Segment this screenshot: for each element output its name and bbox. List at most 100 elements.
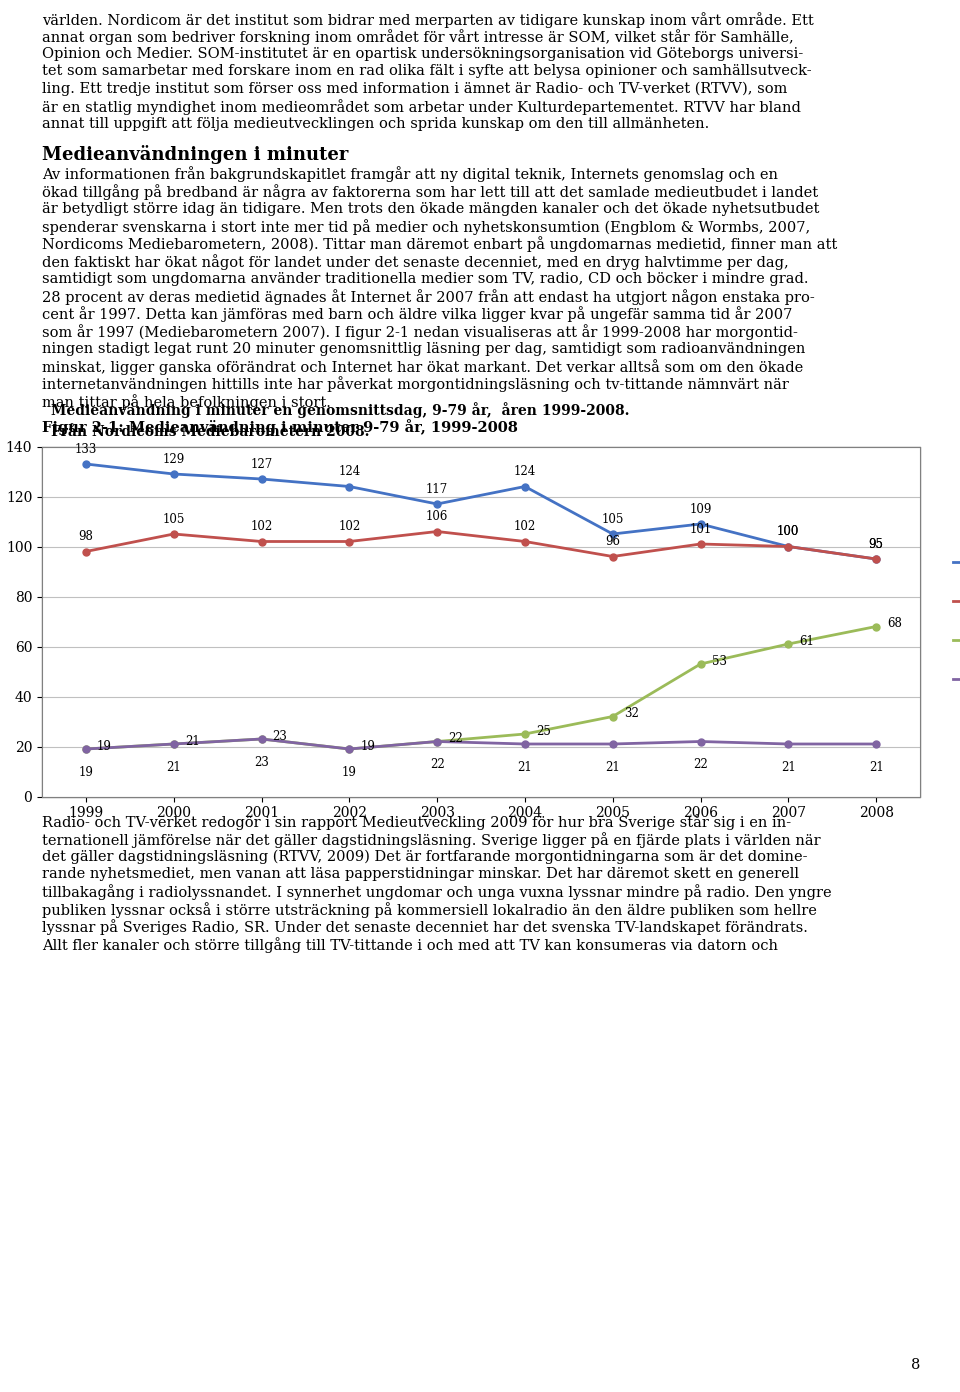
Text: är betydligt större idag än tidigare. Men trots den ökade mängden kanaler och de: är betydligt större idag än tidigare. Me… — [42, 202, 820, 216]
Text: 8: 8 — [911, 1359, 920, 1373]
Text: 102: 102 — [338, 521, 360, 533]
Text: 129: 129 — [162, 452, 185, 466]
Text: det gäller dagstidningsläsning (RTVV, 2009) Det är fortfarande morgontidningarna: det gäller dagstidningsläsning (RTVV, 20… — [42, 849, 807, 864]
Television1 — [695, 536, 707, 553]
Text: 95: 95 — [869, 537, 883, 551]
Text: den faktiskt har ökat något för landet under det senaste decenniet, med en dryg : den faktiskt har ökat något för landet u… — [42, 253, 789, 270]
Internet — [431, 734, 443, 750]
Text: 124: 124 — [338, 465, 360, 479]
Text: Medieanvändningen i minuter: Medieanvändningen i minuter — [42, 145, 348, 163]
Text: ningen stadigt legat runt 20 minuter genomsnittlig läsning per dag, samtidigt so: ningen stadigt legat runt 20 minuter gen… — [42, 341, 805, 355]
Text: 22: 22 — [693, 759, 708, 771]
Text: 19: 19 — [360, 739, 375, 753]
Internet — [782, 636, 794, 653]
Text: 101: 101 — [689, 522, 711, 536]
Line: Morgontidning: Morgontidning — [83, 735, 879, 753]
Text: 23: 23 — [254, 756, 269, 768]
Text: tet som samarbetar med forskare inom en rad olika fält i syfte att belysa opinio: tet som samarbetar med forskare inom en … — [42, 64, 811, 78]
Text: 21: 21 — [166, 760, 181, 774]
Morgontidning — [80, 741, 91, 757]
Text: spenderar svenskarna i stort inte mer tid på medier och nyhetskonsumtion (Engblo: spenderar svenskarna i stort inte mer ti… — [42, 219, 810, 235]
Radio1,2 — [168, 466, 180, 483]
Text: 95: 95 — [869, 537, 883, 551]
Television1 — [80, 543, 91, 560]
Text: 22: 22 — [430, 759, 444, 771]
Text: 102: 102 — [514, 521, 536, 533]
Text: 22: 22 — [448, 732, 463, 745]
Internet — [80, 741, 91, 757]
Text: 28 procent av deras medietid ägnades åt Internet år 2007 från att endast ha utgj: 28 procent av deras medietid ägnades åt … — [42, 290, 815, 305]
Text: minskat, ligger ganska oförändrat och Internet har ökat markant. Det verkar allt: minskat, ligger ganska oförändrat och In… — [42, 359, 804, 374]
Text: lyssnar på Sveriges Radio, SR. Under det senaste decenniet har det svenska TV-la: lyssnar på Sveriges Radio, SR. Under det… — [42, 920, 808, 935]
Text: som år 1997 (Mediebarometern 2007). I figur 2-1 nedan visualiseras att år 1999-2: som år 1997 (Mediebarometern 2007). I fi… — [42, 324, 798, 340]
Radio1,2 — [871, 551, 882, 568]
Text: 106: 106 — [426, 509, 448, 523]
Morgontidning — [695, 734, 707, 750]
Internet — [344, 741, 355, 757]
Text: 102: 102 — [251, 521, 273, 533]
Text: 32: 32 — [624, 707, 638, 720]
Text: 21: 21 — [185, 735, 200, 748]
Text: internetanvändningen hittills inte har påverkat morgontidningsläsning och tv-tit: internetanvändningen hittills inte har p… — [42, 376, 789, 393]
Line: Internet: Internet — [83, 624, 879, 753]
Text: 19: 19 — [97, 739, 112, 753]
Text: Från Nordicoms Mediebarometern 2008.: Från Nordicoms Mediebarometern 2008. — [51, 426, 370, 440]
Television1 — [168, 526, 180, 543]
Text: 98: 98 — [79, 530, 93, 543]
Text: Opinion och Medier. SOM-institutet är en opartisk undersökningsorganisation vid : Opinion och Medier. SOM-institutet är en… — [42, 47, 804, 61]
Morgontidning — [519, 735, 531, 752]
Legend: Radio1,2, Television1, Internet, Morgontidning: Radio1,2, Television1, Internet, Morgont… — [948, 550, 960, 693]
Text: världen. Nordicom är det institut som bidrar med merparten av tidigare kunskap i: världen. Nordicom är det institut som bi… — [42, 13, 814, 28]
Radio1,2 — [782, 539, 794, 555]
Text: 117: 117 — [426, 483, 448, 496]
Television1 — [782, 539, 794, 555]
Text: Nordicoms Mediebarometern, 2008). Tittar man däremot enbart på ungdomarnas medie: Nordicoms Mediebarometern, 2008). Tittar… — [42, 237, 837, 252]
Text: annat till uppgift att följa medieutvecklingen och sprida kunskap om den till al: annat till uppgift att följa medieutveck… — [42, 117, 709, 131]
Text: 96: 96 — [605, 535, 620, 548]
Text: publiken lyssnar också i större utsträckning på kommersiell lokalradio än den äl: publiken lyssnar också i större utsträck… — [42, 902, 817, 917]
Text: 105: 105 — [602, 512, 624, 526]
Text: 100: 100 — [777, 525, 800, 539]
Text: Figur 2-1: Medieanvändning i minuter 9-79 år, 1999-2008: Figur 2-1: Medieanvändning i minuter 9-7… — [42, 419, 517, 436]
Text: 68: 68 — [887, 617, 902, 631]
Text: 127: 127 — [251, 458, 273, 470]
Text: samtidigt som ungdomarna använder traditionella medier som TV, radio, CD och böc: samtidigt som ungdomarna använder tradit… — [42, 271, 808, 285]
Text: 19: 19 — [79, 766, 93, 778]
Internet — [607, 709, 618, 725]
Television1 — [431, 523, 443, 540]
Morgontidning — [607, 735, 618, 752]
Text: 61: 61 — [800, 635, 814, 647]
Television1 — [344, 533, 355, 550]
Internet — [519, 725, 531, 742]
Line: Television1: Television1 — [83, 528, 879, 562]
Text: Medieanvändning i minuter en genomsnittsdag, 9-79 år,  åren 1999-2008.: Medieanvändning i minuter en genomsnitts… — [51, 402, 630, 419]
Text: 124: 124 — [514, 465, 536, 479]
Text: cent år 1997. Detta kan jämföras med barn och äldre vilka ligger kvar på ungefär: cent år 1997. Detta kan jämföras med bar… — [42, 306, 792, 323]
Text: 25: 25 — [536, 725, 551, 738]
Radio1,2 — [255, 470, 267, 487]
Text: ling. Ett tredje institut som förser oss med information i ämnet är Radio- och T: ling. Ett tredje institut som förser oss… — [42, 82, 787, 96]
Internet — [255, 731, 267, 748]
Line: Radio1,2: Radio1,2 — [83, 461, 879, 562]
Television1 — [871, 551, 882, 568]
Text: 105: 105 — [162, 512, 185, 526]
Text: annat organ som bedriver forskning inom området för vårt intresse är SOM, vilket: annat organ som bedriver forskning inom … — [42, 29, 794, 46]
Morgontidning — [344, 741, 355, 757]
Text: Allt fler kanaler och större tillgång till TV-tittande i och med att TV kan kons: Allt fler kanaler och större tillgång ti… — [42, 937, 778, 954]
Text: 133: 133 — [75, 443, 97, 455]
Morgontidning — [431, 734, 443, 750]
Text: 100: 100 — [777, 525, 800, 539]
Radio1,2 — [80, 455, 91, 472]
Television1 — [607, 548, 618, 565]
Radio1,2 — [344, 477, 355, 494]
Television1 — [519, 533, 531, 550]
Text: Av informationen från bakgrundskapitlet framgår att ny digital teknik, Internets: Av informationen från bakgrundskapitlet … — [42, 167, 778, 182]
Text: 21: 21 — [869, 760, 883, 774]
Radio1,2 — [519, 477, 531, 494]
Radio1,2 — [607, 526, 618, 543]
Morgontidning — [168, 735, 180, 752]
Television1 — [255, 533, 267, 550]
Internet — [871, 618, 882, 635]
Morgontidning — [782, 735, 794, 752]
Internet — [695, 656, 707, 672]
